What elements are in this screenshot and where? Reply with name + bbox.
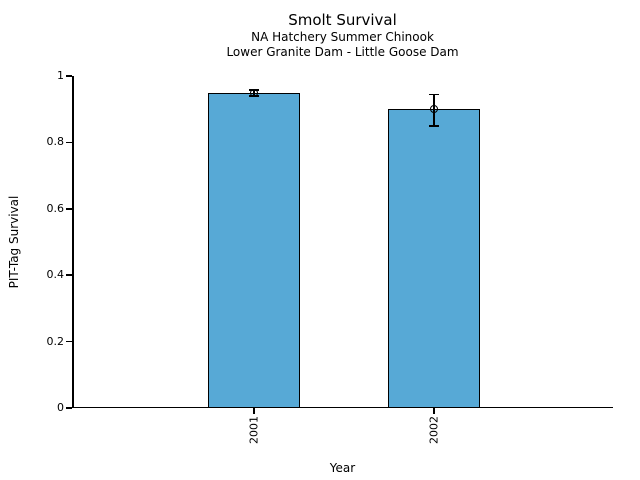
- x-tick-label: 2001: [247, 416, 261, 444]
- data-point-marker: [250, 88, 258, 97]
- y-tick: [66, 141, 72, 144]
- y-tick-label: 0.4: [46, 268, 65, 282]
- y-tick: [66, 407, 72, 409]
- y-tick: [66, 208, 72, 210]
- y-tick-label: 0.6: [46, 201, 65, 215]
- bar-2001: [208, 92, 300, 408]
- bar-2002: [388, 109, 480, 408]
- x-axis-label: Year: [329, 461, 356, 475]
- chart-subtitle-line1: NA Hatchery Summer Chinook: [251, 30, 434, 44]
- x-axis-line: [72, 406, 613, 408]
- y-tick-label: 0: [57, 401, 64, 414]
- x-tick: [433, 408, 435, 414]
- x-tick-label: 2002: [427, 416, 441, 444]
- y-tick-label: 0.2: [46, 334, 65, 348]
- chart-subtitle-line2: Lower Granite Dam - Little Goose Dam: [226, 45, 459, 59]
- y-tick: [66, 340, 72, 343]
- y-axis-line: [72, 76, 74, 408]
- data-point-marker: [430, 105, 438, 114]
- error-bar-cap-bottom: [429, 125, 439, 127]
- plot-area: 0 0.2 0.4 0.6 0.8 1 2001 2002: [47, 69, 613, 444]
- chart-title: Smolt Survival: [288, 11, 397, 29]
- y-tick: [66, 274, 72, 276]
- y-tick-label: 1: [57, 69, 64, 82]
- y-tick: [66, 75, 72, 77]
- error-bar-cap-top: [429, 93, 439, 95]
- y-tick-label: 0.8: [46, 135, 65, 149]
- x-tick: [253, 408, 255, 414]
